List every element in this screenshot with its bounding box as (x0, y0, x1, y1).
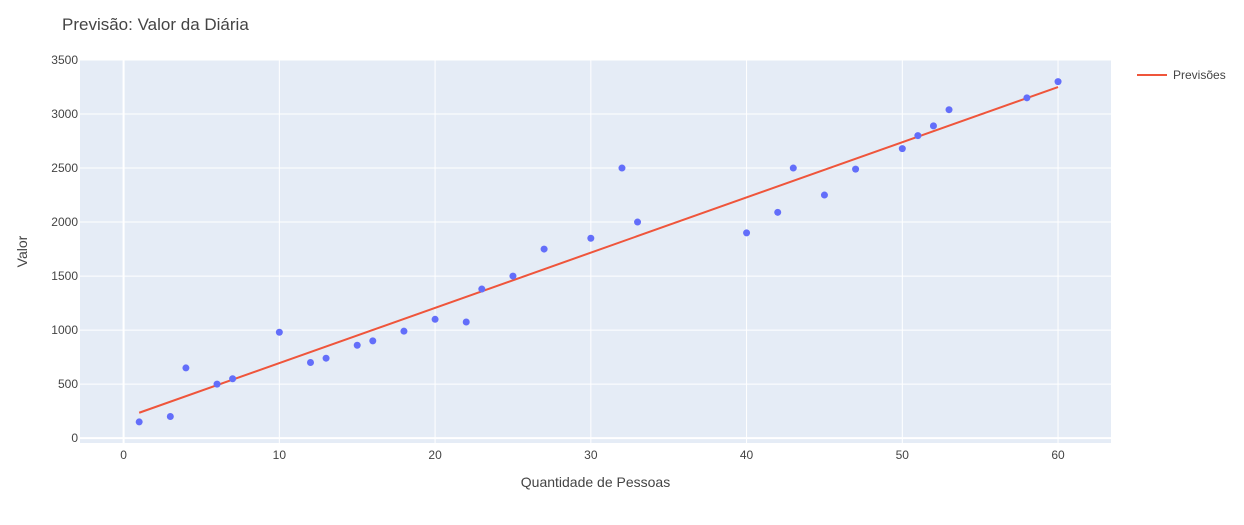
data-point (431, 315, 439, 323)
y-tick-label: 0 (71, 431, 78, 445)
data-point (369, 337, 377, 345)
data-point (587, 234, 595, 242)
y-tick-label: 3000 (51, 107, 78, 121)
x-tick-label: 60 (1051, 448, 1065, 462)
data-point (213, 380, 221, 388)
x-tick-label: 40 (740, 448, 754, 462)
x-axis-title: Quantidade de Pessoas (521, 474, 670, 490)
prediction-line (138, 86, 1059, 414)
data-point (353, 341, 361, 349)
data-point (462, 318, 470, 326)
data-point (540, 245, 548, 253)
data-point (1054, 78, 1062, 86)
data-point (774, 208, 782, 216)
x-tick-label: 0 (120, 448, 127, 462)
legend-label[interactable]: Previsões (1173, 68, 1226, 82)
data-point (182, 364, 190, 372)
data-point (618, 164, 626, 172)
data-point (306, 359, 314, 367)
data-point (898, 145, 906, 153)
x-gridlines (122, 60, 1059, 443)
data-point (945, 106, 953, 114)
data-point (135, 418, 143, 426)
data-point (322, 354, 330, 362)
x-tick-labels: 0 10 20 30 40 50 60 (120, 448, 1065, 462)
y-tick-labels: 0 500 1000 1500 2000 2500 3000 3500 (51, 53, 78, 445)
data-point (789, 164, 797, 172)
data-point (852, 165, 860, 173)
y-axis-title: Valor (14, 235, 30, 267)
data-points (135, 78, 1062, 426)
data-point (1023, 94, 1031, 102)
data-point (634, 218, 642, 226)
y-tick-label: 2000 (51, 215, 78, 229)
chart-title: Previsão: Valor da Diária (62, 15, 249, 34)
y-tick-label: 500 (58, 377, 78, 391)
y-gridlines (80, 59, 1111, 440)
data-point (509, 272, 517, 280)
y-tick-label: 2500 (51, 161, 78, 175)
x-tick-label: 50 (896, 448, 910, 462)
data-point (743, 229, 751, 237)
data-point (229, 375, 237, 383)
legend[interactable]: Previsões (1137, 68, 1226, 82)
data-point (820, 191, 828, 199)
y-tick-label: 1500 (51, 269, 78, 283)
y-tick-label: 3500 (51, 53, 78, 67)
data-point (275, 328, 283, 336)
data-point (914, 132, 922, 140)
y-tick-label: 1000 (51, 323, 78, 337)
prediction-lines (138, 86, 1059, 414)
x-tick-label: 10 (273, 448, 287, 462)
x-tick-label: 20 (428, 448, 442, 462)
data-point (929, 122, 937, 130)
data-point (478, 285, 486, 293)
data-point (166, 413, 174, 421)
data-point (400, 327, 408, 335)
x-tick-label: 30 (584, 448, 598, 462)
